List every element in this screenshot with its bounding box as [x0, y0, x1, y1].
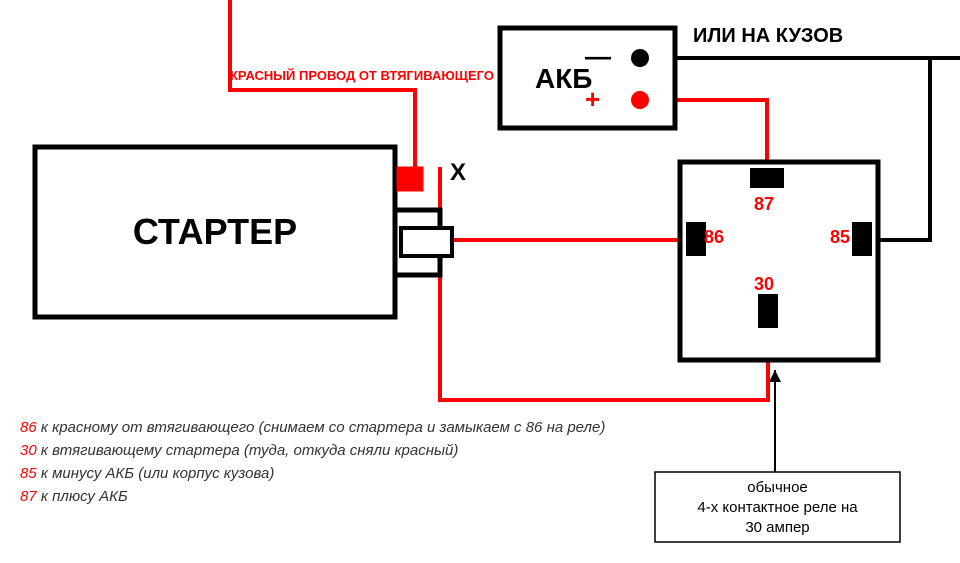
relay-note-line-1: 4-х контактное реле на — [697, 499, 858, 516]
relay-note-line-2: 30 ампер — [745, 519, 809, 536]
legend-row-30: 30 к втягивающему стартера (туда, откуда… — [20, 442, 458, 459]
svg-text:85 к минусу АКБ (или корпус ку: 85 к минусу АКБ (или корпус кузова) — [20, 465, 274, 482]
relay-note-line-0: обычное — [747, 479, 808, 496]
relay-box — [680, 162, 878, 360]
label-body-or: ИЛИ НА КУЗОВ — [693, 25, 843, 47]
relay-pin-label-86: 86 — [704, 227, 724, 247]
relay-pin-86 — [686, 222, 706, 256]
legend-row-86: 86 к красному от втягивающего (снимаем с… — [20, 419, 605, 436]
battery-minus — [631, 49, 649, 67]
battery-label: АКБ — [535, 63, 592, 94]
svg-text:87 к плюсу АКБ: 87 к плюсу АКБ — [20, 488, 128, 505]
starter-red-plug — [397, 167, 423, 191]
relay-pin-label-85: 85 — [830, 227, 850, 247]
legend-row-87: 87 к плюсу АКБ — [20, 488, 128, 505]
relay-pin-30 — [758, 294, 778, 328]
svg-text:+: + — [585, 84, 600, 114]
label-red-wire: КРАСНЫЙ ПРОВОД ОТ ВТЯГИВАЮЩЕГО — [230, 68, 494, 83]
relay-pin-label-87: 87 — [754, 194, 774, 214]
battery-plus — [631, 91, 649, 109]
svg-text:86 к красному от втягивающего: 86 к красному от втягивающего (снимаем с… — [20, 419, 605, 436]
svg-text:30 к втягивающему стартера (ту: 30 к втягивающему стартера (туда, откуда… — [20, 442, 458, 459]
legend-row-85: 85 к минусу АКБ (или корпус кузова) — [20, 465, 274, 482]
cut-mark: X — [450, 159, 466, 186]
relay-pin-label-30: 30 — [754, 274, 774, 294]
starter-label: СТАРТЕР — [133, 211, 297, 252]
relay-pin-87 — [750, 168, 784, 188]
relay-pin-85 — [852, 222, 872, 256]
svg-text:—: — — [585, 41, 611, 71]
